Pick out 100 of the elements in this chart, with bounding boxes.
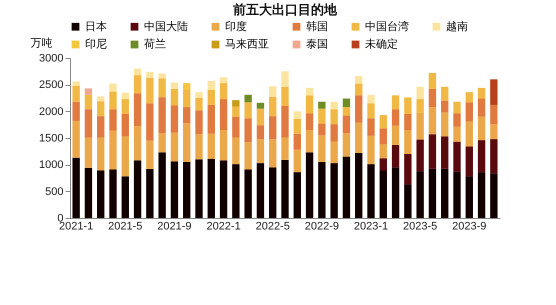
bar [330,124,338,142]
bar [404,114,412,130]
x-tick-label: 2021-9 [157,220,192,232]
bar [122,136,129,176]
legend-label: 印尼 [85,38,107,50]
bar [256,139,264,164]
bar [256,102,264,109]
bar [220,160,228,218]
bar [232,100,240,107]
legend-label: 印度 [225,20,247,33]
bar [269,167,276,218]
bar [392,95,400,110]
bar [158,78,166,98]
bar [342,116,350,134]
bar [195,92,203,98]
bar [367,103,375,118]
bar [183,107,190,124]
bar [294,150,301,172]
bar [466,176,473,218]
bar [134,75,142,94]
bar [478,116,486,140]
bar [428,72,436,89]
bar [318,162,326,218]
x-tick-label: 2022-1 [206,220,241,232]
bar [244,102,252,118]
x-tick-label: 2023-5 [403,220,438,232]
bar [441,136,448,169]
bar [342,107,350,116]
bar [97,96,104,102]
bar [330,102,338,110]
bar [416,171,424,218]
bar [220,77,228,84]
bar [170,132,178,162]
bar [269,116,276,140]
bar [122,114,129,136]
bar [244,118,252,142]
bar [84,137,92,168]
bar [342,98,350,108]
bar [416,140,424,172]
bar [220,99,228,130]
bar [453,142,461,172]
bar [220,130,228,160]
bar [466,102,473,122]
bar [294,172,301,218]
bar [232,106,240,117]
bar [478,172,486,218]
bar [490,79,498,105]
bar [269,86,276,97]
bar [232,116,240,138]
bar [208,104,215,134]
legend-label: 泰国 [306,38,328,50]
bar [306,88,314,96]
bar [146,78,154,104]
bar [490,173,498,218]
bar [318,108,326,124]
bar [306,113,314,130]
bar [109,130,117,170]
bar [158,73,166,78]
bar [281,106,289,138]
legend-label: 马来西亚 [225,38,269,50]
bar [367,118,375,136]
y-tick-label: 2500 [39,79,64,92]
bar [392,126,400,145]
legend-label: 中国大陆 [144,20,188,33]
x-tick-label: 2021-5 [108,220,142,232]
bar [441,168,448,218]
bar [256,108,264,126]
chart-title: 前五大出口目的地 [232,2,338,17]
bar [146,72,154,78]
bar [170,88,178,106]
y-tick-label: 1500 [39,132,64,144]
bar [428,107,436,134]
bar [97,170,104,218]
bar [281,160,289,218]
bar [342,133,350,157]
bar [97,137,104,171]
bar [294,118,301,134]
bar [404,154,412,184]
bar [109,169,117,218]
bar [453,113,461,127]
bar [158,133,166,152]
bar [146,140,154,169]
bar [195,134,203,160]
bar [380,158,387,171]
bar [170,82,178,89]
bar [318,124,326,136]
bar [134,160,142,218]
bar [294,134,301,150]
bar [281,71,289,87]
bar [158,152,166,218]
bar [453,102,461,114]
bar [208,158,215,218]
bar [380,115,387,128]
bar [490,124,498,140]
bar [355,152,362,218]
bar [72,102,80,121]
bar [367,164,375,218]
bar [490,104,498,124]
bar [330,142,338,164]
bar [122,176,129,218]
